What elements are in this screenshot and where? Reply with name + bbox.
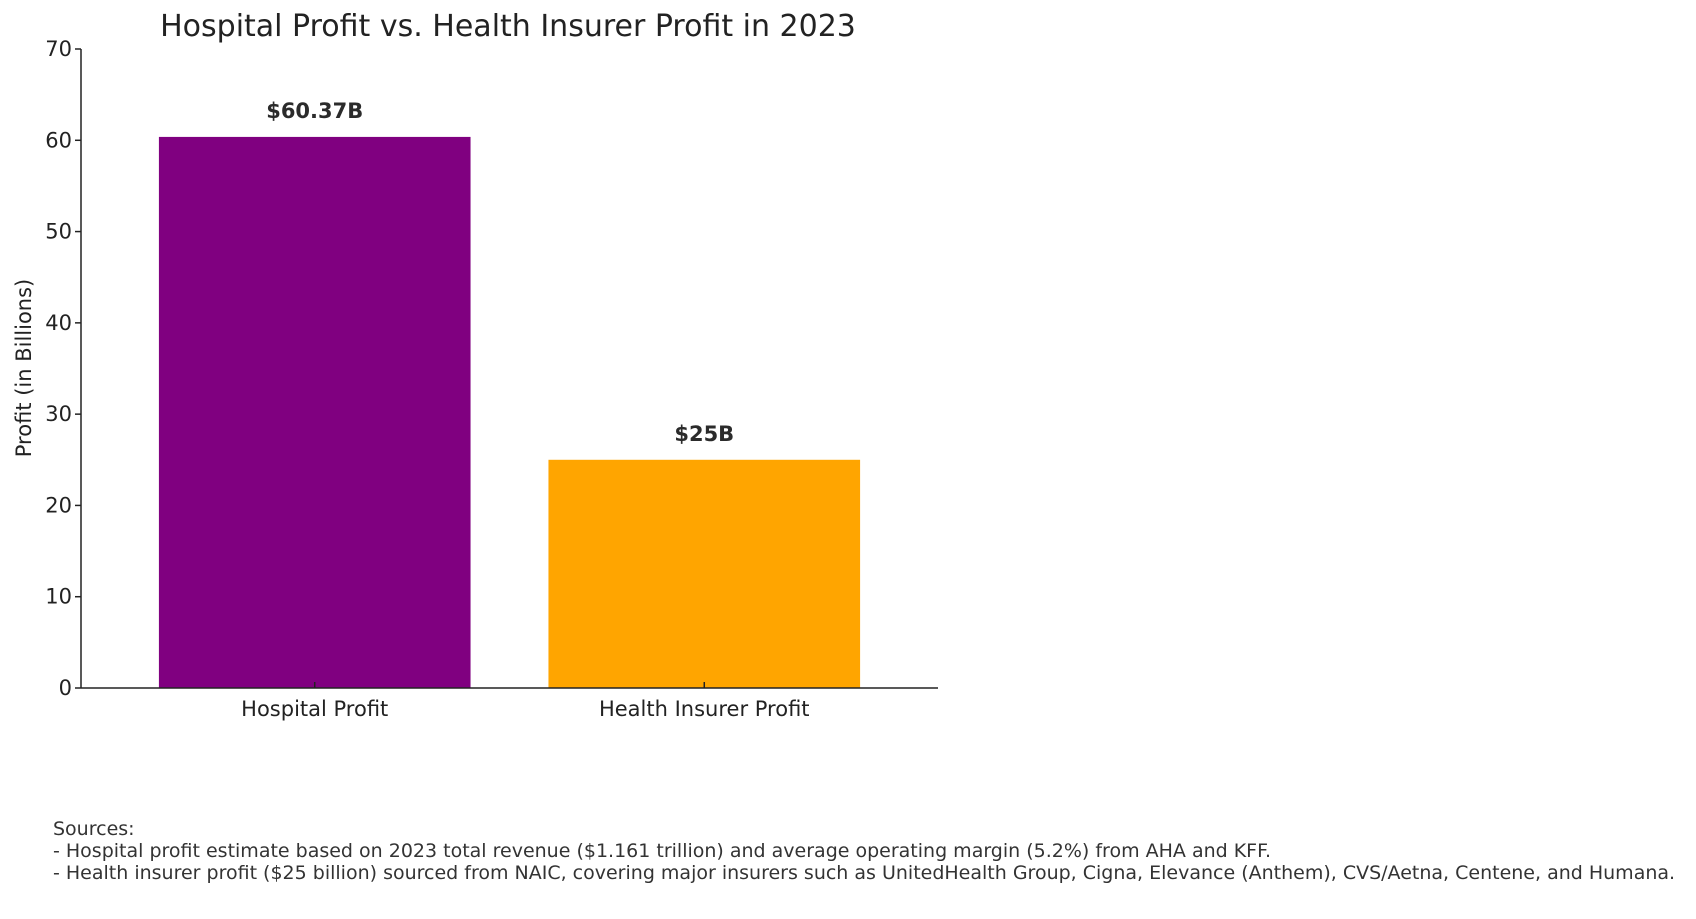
y-tick-label: 50	[45, 220, 72, 244]
y-tick-label: 0	[59, 676, 72, 700]
data-label: $25B	[674, 422, 734, 446]
source-line: - Health insurer profit ($25 billion) so…	[53, 862, 1676, 884]
y-tick-label: 40	[45, 311, 72, 335]
sources-heading: Sources:	[53, 818, 135, 840]
source-line: - Hospital profit estimate based on 2023…	[53, 840, 1272, 862]
y-tick-label: 60	[45, 128, 72, 152]
y-tick-label: 10	[45, 585, 72, 609]
bars	[158, 136, 861, 688]
chart-title: Hospital Profit vs. Health Insurer Profi…	[160, 9, 856, 44]
sources-note: Sources: - Hospital profit estimate base…	[53, 818, 1675, 884]
y-tick-label: 70	[45, 37, 72, 61]
bar-chart: Hospital Profit vs. Health Insurer Profi…	[12, 9, 938, 721]
y-tick-label: 20	[45, 493, 72, 517]
bar-health-insurer-profit	[548, 459, 861, 688]
y-tick-label: 30	[45, 402, 72, 426]
y-axis-ticks: 0 10 20 30 40 50 60 70	[45, 37, 81, 700]
y-axis-label: Profit (in Billions)	[12, 279, 36, 458]
x-tick-label: Health Insurer Profit	[599, 697, 810, 721]
data-label: $60.37B	[266, 99, 363, 123]
data-labels: $60.37B $25B	[266, 99, 734, 446]
bar-hospital-profit	[158, 136, 471, 688]
x-axis-tick-labels: Hospital Profit Health Insurer Profit	[241, 682, 810, 721]
x-tick-label: Hospital Profit	[241, 697, 388, 721]
